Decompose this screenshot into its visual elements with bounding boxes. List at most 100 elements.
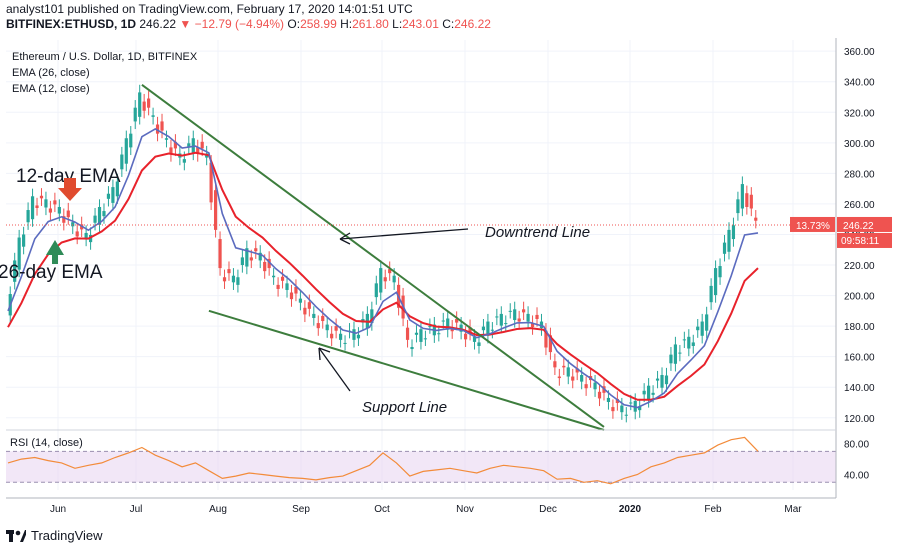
candle-body — [615, 398, 619, 404]
price-tick-label: 300.00 — [844, 139, 875, 150]
candle-body — [414, 332, 419, 335]
candle-body — [423, 338, 428, 340]
candle-body — [455, 318, 459, 323]
candle-body — [343, 342, 347, 344]
candle-body — [57, 206, 61, 214]
time-tick-label: Aug — [209, 504, 227, 515]
price-tick-label: 220.00 — [844, 261, 875, 272]
candle-body — [441, 320, 445, 322]
candle-body — [655, 378, 660, 381]
candle-body — [477, 342, 481, 346]
rsi-tick-label: 40.00 — [844, 471, 869, 482]
candle-body — [513, 309, 517, 321]
candle-body — [39, 195, 44, 199]
up-arrow-marker-icon — [46, 240, 64, 264]
candle-body — [526, 313, 530, 322]
candle-body — [200, 141, 204, 149]
chart-title: Ethereum / U.S. Dollar, 1D, BITFINEX — [12, 51, 198, 63]
candle-body — [379, 268, 383, 293]
support-pointer-head-icon — [318, 347, 331, 361]
candle-body — [504, 323, 508, 325]
candle-body — [682, 339, 686, 341]
candle-body — [535, 314, 539, 319]
candle-body — [713, 268, 718, 296]
candle-body — [280, 276, 285, 281]
price-tag-label: 246.22 — [843, 221, 874, 232]
candle-body — [508, 310, 512, 312]
candle-body — [678, 352, 682, 354]
tradingview-logo-icon — [6, 529, 26, 542]
candle-body — [133, 107, 137, 122]
price-tick-label: 340.00 — [844, 78, 875, 89]
candle-body — [370, 309, 374, 324]
price-tick-label: 320.00 — [844, 108, 875, 119]
candle-body — [62, 216, 66, 223]
candle-body — [22, 234, 26, 247]
candle-body — [740, 184, 744, 209]
candle-body — [209, 162, 213, 203]
price-tick-label: 180.00 — [844, 322, 875, 333]
candle-body — [102, 211, 106, 217]
downtrend-pointer-head-icon — [339, 232, 351, 245]
candle-body — [624, 414, 628, 416]
candle-body — [120, 154, 124, 170]
candle-body — [115, 181, 119, 197]
candle-body — [218, 239, 222, 269]
candle-body — [254, 248, 258, 252]
downtrend-line — [141, 83, 605, 428]
candle-body — [544, 330, 548, 348]
close-value: 246.22 — [454, 17, 491, 31]
pct-tag-label: 13.73% — [796, 221, 830, 232]
candle-body — [53, 200, 57, 205]
candle-body — [696, 326, 700, 331]
price-tag — [837, 216, 892, 232]
price-tick-label: 360.00 — [844, 47, 875, 58]
candle-body — [405, 327, 410, 340]
candle-body — [629, 402, 633, 404]
legend-ema12: EMA (12, close) — [12, 83, 90, 95]
candle-body — [294, 286, 298, 294]
candle-body — [276, 284, 280, 289]
time-tick-label: 2020 — [619, 504, 642, 515]
candle-body — [530, 323, 535, 328]
candle-body — [307, 302, 311, 309]
ohlc-line: BITFINEX:ETHUSD, 1D 246.22 ▼ −12.79 (−4.… — [6, 17, 491, 31]
candle-body — [486, 321, 490, 336]
price-tick-label: 140.00 — [844, 383, 875, 394]
candle-body — [48, 208, 53, 213]
last-price: 246.22 — [139, 17, 177, 31]
symbol: BITFINEX:ETHUSD, 1D — [6, 17, 137, 31]
price-tick-label: 260.00 — [844, 200, 875, 211]
down-arrow-marker-icon — [58, 178, 82, 201]
tradingview-logo[interactable]: TradingView — [6, 528, 103, 543]
candle-body — [84, 232, 88, 239]
candle-body — [553, 361, 557, 368]
candle-body — [106, 193, 111, 199]
candle-body — [584, 384, 588, 389]
candle-body — [111, 187, 115, 203]
low-value: 243.01 — [402, 17, 439, 31]
candle-body — [548, 335, 553, 353]
candle-body — [660, 375, 664, 388]
candle-body — [155, 124, 160, 134]
candle-body — [227, 269, 231, 274]
candle-body — [428, 326, 432, 328]
candle-body — [267, 258, 271, 269]
downtrend-pointer — [339, 228, 469, 240]
candle-body — [129, 133, 133, 148]
candle-body — [312, 313, 316, 318]
candle-body — [709, 285, 713, 303]
time-tick-label: Sep — [292, 504, 310, 515]
candle-body — [169, 147, 173, 155]
candle-body — [303, 307, 307, 315]
candle-body — [258, 252, 262, 261]
candle-body — [571, 376, 575, 381]
candle-body — [446, 318, 450, 330]
candle-body — [611, 407, 615, 412]
candle-body — [325, 324, 329, 331]
candle-body — [330, 333, 334, 339]
candle-body — [463, 333, 468, 340]
candle-body — [562, 365, 566, 368]
candle-body — [138, 92, 142, 117]
